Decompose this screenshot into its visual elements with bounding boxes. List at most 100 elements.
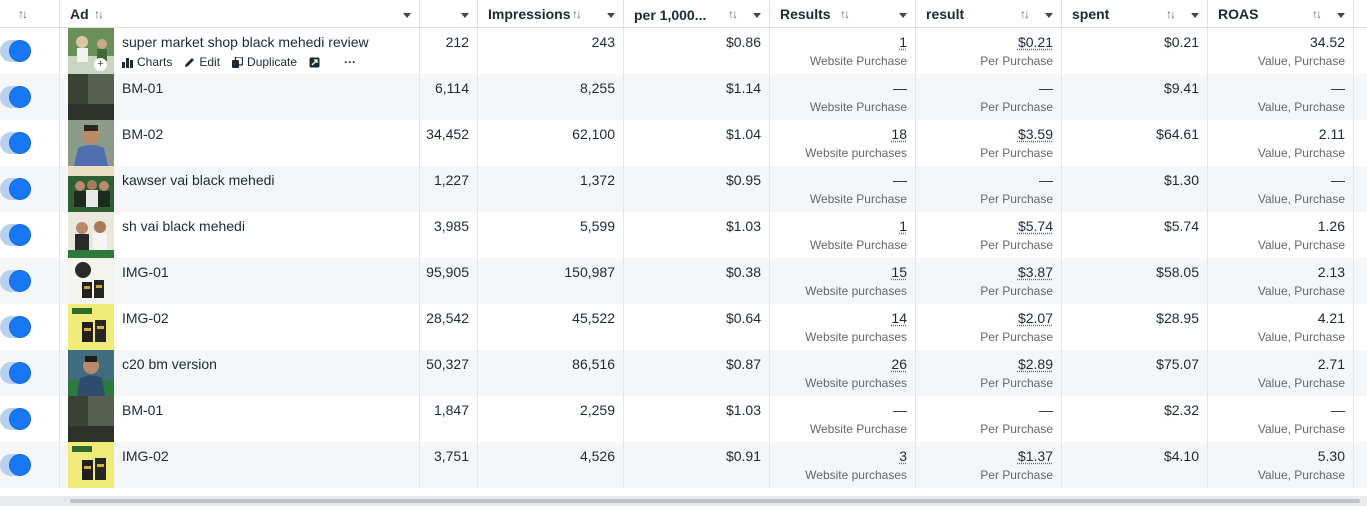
table-row[interactable]: kawser vai black mehedi 1,227 1,372 $0.9…	[0, 166, 1367, 212]
chevron-down-icon[interactable]	[607, 13, 615, 18]
cost-per-result-cell[interactable]: $0.21 Per Purchase	[916, 28, 1062, 74]
results-value[interactable]: —	[893, 172, 907, 188]
add-icon[interactable]: +	[94, 58, 107, 71]
sort-icon[interactable]: ↑↓	[840, 7, 850, 21]
cost-per-result-value[interactable]: $5.74	[1017, 218, 1053, 234]
ad-name[interactable]: c20 bm version	[122, 356, 217, 372]
ad-toggle[interactable]	[0, 132, 31, 154]
cost-per-result-value[interactable]: —	[1039, 402, 1053, 418]
ad-name[interactable]: BM-01	[122, 80, 164, 96]
ad-name[interactable]: IMG-02	[122, 448, 169, 464]
ad-name[interactable]: IMG-01	[122, 264, 169, 280]
header-cpm[interactable]: per 1,000... ↑↓	[624, 0, 770, 28]
results-value[interactable]: 18	[891, 126, 907, 142]
table-row[interactable]: super market shop black mehedi review Ch…	[0, 28, 1367, 74]
ad-toggle[interactable]	[0, 408, 31, 430]
sort-icon[interactable]: ↑↓	[1312, 7, 1322, 21]
results-value[interactable]: 1	[899, 34, 907, 50]
sort-icon[interactable]: ↑↓	[728, 7, 738, 21]
cost-per-result-value[interactable]: $1.37	[1017, 448, 1053, 464]
results-value[interactable]: 26	[891, 356, 907, 372]
ad-name-cell[interactable]: BM-02	[60, 120, 420, 166]
ad-name-cell[interactable]: super market shop black mehedi review Ch…	[60, 28, 420, 74]
header-impressions[interactable]: Impressions ↑↓	[478, 0, 624, 28]
ad-thumbnail[interactable]	[68, 166, 114, 212]
ad-thumbnail[interactable]	[68, 74, 114, 120]
sort-icon[interactable]: ↑↓	[1166, 7, 1176, 21]
sort-icon[interactable]: ↑↓	[1020, 7, 1030, 21]
chevron-down-icon[interactable]	[403, 13, 411, 18]
results-cell[interactable]: 3 Website purchases	[770, 442, 916, 488]
chevron-down-icon[interactable]	[1337, 13, 1345, 18]
header-toggle-column[interactable]: ↑↓	[0, 0, 60, 28]
cost-per-result-cell[interactable]: $1.37 Per Purchase	[916, 442, 1062, 488]
header-cost-per-result[interactable]: result ↑↓	[916, 0, 1062, 28]
charts-button[interactable]: Charts	[122, 55, 172, 69]
ad-thumbnail[interactable]	[68, 258, 114, 304]
results-cell[interactable]: 1 Website Purchase	[770, 28, 916, 74]
header-amount-spent[interactable]: spent ↑↓	[1062, 0, 1208, 28]
chevron-down-icon[interactable]	[1045, 13, 1053, 18]
cost-per-result-value[interactable]: $2.89	[1017, 356, 1053, 372]
cost-per-result-cell[interactable]: $5.74 Per Purchase	[916, 212, 1062, 258]
results-value[interactable]: 14	[891, 310, 907, 326]
duplicate-button[interactable]: Duplicate	[232, 55, 297, 69]
table-row[interactable]: BM-01 1,847 2,259 $1.03 — Website Purcha…	[0, 396, 1367, 442]
sort-icon[interactable]: ↑↓	[18, 7, 28, 21]
edit-button[interactable]: Edit	[184, 55, 220, 69]
preview-button[interactable]	[309, 57, 320, 68]
header-ad[interactable]: Ad ↑↓	[60, 0, 420, 28]
ad-toggle[interactable]	[0, 362, 31, 384]
scrollbar-thumb[interactable]	[70, 499, 1360, 503]
header-roas[interactable]: ROAS ↑↓	[1208, 0, 1354, 28]
cost-per-result-value[interactable]: $2.07	[1017, 310, 1053, 326]
results-cell[interactable]: 18 Website purchases	[770, 120, 916, 166]
ad-name-cell[interactable]: IMG-02	[60, 442, 420, 488]
ad-thumbnail[interactable]	[68, 350, 114, 396]
cost-per-result-value[interactable]: $3.87	[1017, 264, 1053, 280]
results-value[interactable]: 3	[899, 448, 907, 464]
ad-name-cell[interactable]: IMG-01	[60, 258, 420, 304]
ad-thumbnail[interactable]	[68, 304, 114, 350]
results-value[interactable]: 15	[891, 264, 907, 280]
cost-per-result-value[interactable]: $0.21	[1017, 34, 1053, 50]
ad-toggle[interactable]	[0, 270, 31, 292]
horizontal-scrollbar[interactable]	[0, 496, 1367, 506]
chevron-down-icon[interactable]	[899, 13, 907, 18]
table-row[interactable]: IMG-02 3,751 4,526 $0.91 3 Website purch…	[0, 442, 1367, 488]
results-value[interactable]: —	[893, 80, 907, 96]
cost-per-result-cell[interactable]: — Per Purchase	[916, 396, 1062, 442]
chevron-down-icon[interactable]	[753, 13, 761, 18]
table-row[interactable]: IMG-01 95,905 150,987 $0.38 15 Website p…	[0, 258, 1367, 304]
ad-thumbnail[interactable]	[68, 396, 114, 442]
ad-toggle[interactable]	[0, 178, 31, 200]
results-value[interactable]: 1	[899, 218, 907, 234]
table-row[interactable]: BM-02 34,452 62,100 $1.04 18 Website pur…	[0, 120, 1367, 166]
more-options-button[interactable]: ···	[344, 55, 357, 69]
header-next-column[interactable]	[1354, 0, 1367, 28]
results-value[interactable]: —	[893, 402, 907, 418]
sort-icon[interactable]: ↑↓	[94, 7, 104, 21]
ad-toggle[interactable]	[0, 86, 31, 108]
cost-per-result-cell[interactable]: $2.89 Per Purchase	[916, 350, 1062, 396]
chevron-down-icon[interactable]	[461, 13, 469, 18]
cost-per-result-cell[interactable]: $3.59 Per Purchase	[916, 120, 1062, 166]
ad-thumbnail[interactable]	[68, 442, 114, 488]
cost-per-result-cell[interactable]: $2.07 Per Purchase	[916, 304, 1062, 350]
results-cell[interactable]: — Website Purchase	[770, 396, 916, 442]
chevron-down-icon[interactable]	[1191, 13, 1199, 18]
ad-thumbnail[interactable]	[68, 28, 114, 74]
header-results[interactable]: Results ↑↓	[770, 0, 916, 28]
results-cell[interactable]: 26 Website purchases	[770, 350, 916, 396]
results-cell[interactable]: 14 Website purchases	[770, 304, 916, 350]
cost-per-result-value[interactable]: $3.59	[1017, 126, 1053, 142]
cost-per-result-cell[interactable]: — Per Purchase	[916, 166, 1062, 212]
ad-name-cell[interactable]: sh vai black mehedi	[60, 212, 420, 258]
table-row[interactable]: sh vai black mehedi 3,985 5,599 $1.03 1 …	[0, 212, 1367, 258]
ad-name[interactable]: super market shop black mehedi review	[122, 34, 369, 50]
ad-name[interactable]: IMG-02	[122, 310, 169, 326]
cost-per-result-cell[interactable]: — Per Purchase	[916, 74, 1062, 120]
ad-name-cell[interactable]: IMG-02	[60, 304, 420, 350]
ad-name-cell[interactable]: BM-01	[60, 396, 420, 442]
cost-per-result-value[interactable]: —	[1039, 80, 1053, 96]
